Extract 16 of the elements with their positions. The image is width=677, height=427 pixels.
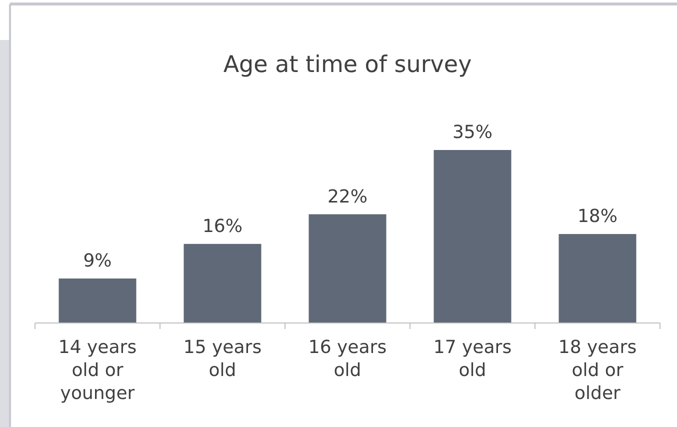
x-tick-label: 18 years old or older: [558, 337, 637, 404]
x-tick-label: 17 years old: [433, 337, 512, 381]
bar: [434, 150, 512, 323]
data-label: 9%: [83, 250, 112, 272]
bar: [308, 214, 386, 323]
x-tick-label: 14 years old or younger: [58, 337, 137, 404]
data-label: 16%: [202, 216, 243, 237]
data-label: 22%: [327, 186, 368, 208]
data-label: 18%: [577, 206, 618, 228]
bar: [184, 244, 262, 323]
x-tick-label: 15 years old: [183, 337, 262, 381]
bar: [558, 234, 636, 323]
chart-title: Age at time of survey: [223, 52, 472, 78]
data-label: 35%: [452, 122, 493, 143]
x-tick-label: 16 years old: [308, 337, 387, 381]
bar: [58, 278, 136, 323]
